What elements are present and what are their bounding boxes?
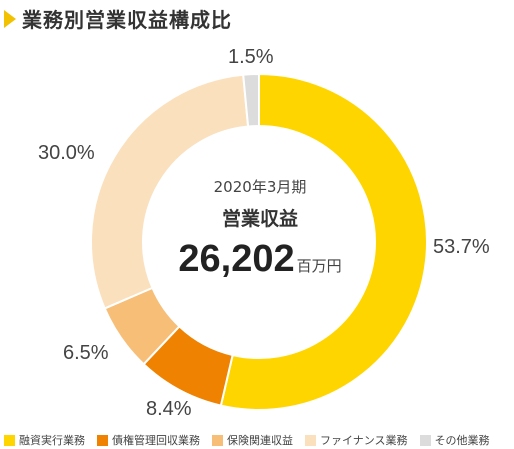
pct-label-collection: 8.4% — [146, 398, 192, 420]
legend-item-other: その他業務 — [419, 432, 490, 448]
legend: 融資実行業務 債権管理回収業務 保険関連収益 ファイナンス業務 その他業務 — [4, 432, 502, 448]
legend-item-insurance: 保険関連収益 — [212, 432, 293, 448]
chart-title: 業務別営業収益構成比 — [22, 8, 232, 32]
legend-swatch — [97, 434, 108, 446]
legend-label: 保険関連収益 — [227, 434, 293, 447]
slice-lending — [219, 72, 428, 411]
center-unit: 百万円 — [296, 258, 342, 275]
legend-label: 融資実行業務 — [19, 434, 85, 447]
legend-item-lending: 融資実行業務 — [4, 432, 85, 448]
slice-other — [242, 72, 260, 128]
legend-label: ファイナンス業務 — [320, 434, 408, 447]
chart-title-group: 業務別営業収益構成比 — [4, 4, 232, 33]
legend-label: その他業務 — [434, 434, 490, 447]
legend-item-collection: 債権管理回収業務 — [97, 432, 200, 448]
pct-label-insurance: 6.5% — [63, 342, 109, 364]
legend-swatch — [4, 434, 15, 446]
pct-label-lending: 53.7% — [433, 236, 490, 258]
pct-label-other: 1.5% — [228, 46, 274, 68]
title-arrow-icon — [4, 9, 16, 28]
pct-label-finance: 30.0% — [38, 142, 95, 164]
center-label: 営業収益 — [221, 208, 298, 230]
legend-item-finance: ファイナンス業務 — [305, 432, 408, 448]
center-period: 2020年3月期 — [213, 178, 307, 196]
center-value-row: 26,202 百万円 — [150, 238, 370, 281]
legend-swatch — [212, 434, 223, 446]
center-value: 26,202 — [178, 238, 295, 280]
legend-swatch — [305, 434, 316, 446]
legend-swatch — [419, 434, 431, 446]
slice-finance — [90, 73, 250, 310]
legend-label: 債権管理回収業務 — [112, 434, 200, 447]
